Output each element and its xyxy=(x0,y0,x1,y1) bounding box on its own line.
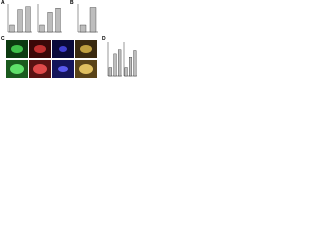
bar xyxy=(25,6,31,33)
bar xyxy=(113,53,117,77)
bar xyxy=(133,50,137,77)
bar xyxy=(124,67,128,77)
panel-label: D xyxy=(102,36,106,42)
bar xyxy=(9,24,15,33)
panel-label: C xyxy=(1,36,5,42)
bar xyxy=(79,24,87,33)
bar xyxy=(39,24,45,33)
micrographs xyxy=(6,40,97,78)
bar xyxy=(47,12,53,33)
bar xyxy=(89,7,97,33)
bar xyxy=(118,49,122,77)
bar xyxy=(17,9,23,33)
figure: A B C D xyxy=(1,0,137,78)
panel-label: B xyxy=(70,0,74,6)
panel-label: A xyxy=(1,0,5,6)
bar xyxy=(108,67,112,77)
bar xyxy=(55,8,61,33)
bar xyxy=(129,57,132,77)
